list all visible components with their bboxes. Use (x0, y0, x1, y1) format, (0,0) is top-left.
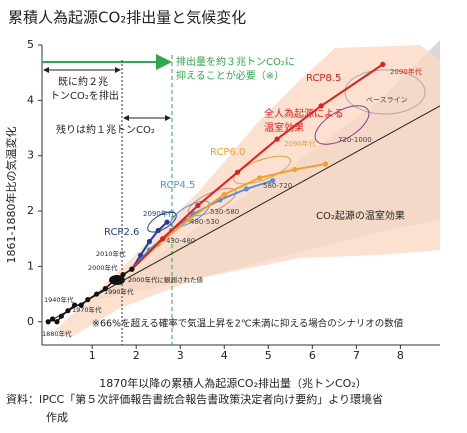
point (54, 319, 60, 325)
annotation: 480-530 (190, 218, 219, 226)
annotation: 720-1000 (338, 136, 372, 144)
point (256, 175, 263, 181)
scenario-ellipse (344, 69, 426, 115)
point (93, 291, 100, 297)
x-tick-label: 8 (397, 349, 404, 362)
annotation: CO₂起源の温室効果 (316, 209, 405, 222)
scenario-ellipse (314, 105, 370, 145)
annotation: 2000年代に観測された値 (128, 275, 204, 284)
point (65, 308, 71, 314)
point (322, 161, 329, 167)
annotation: 1880年代 (42, 329, 72, 338)
source: 作成 (46, 411, 68, 424)
x-axis-title: 1870年以降の累積人為起源CO₂排出量（兆トンCO₂） (99, 376, 367, 390)
point (380, 61, 386, 67)
annotation: 2010年代 (96, 249, 126, 258)
annotation: 2090年代 (284, 139, 316, 148)
annotation: 2090年代 (143, 209, 175, 218)
annotation: 残りは約１兆トンCO₂ (56, 123, 155, 136)
y-tick-label: 0 (27, 315, 34, 328)
series-label: RCP4.5 (160, 180, 195, 191)
point (270, 178, 276, 184)
point (58, 313, 64, 319)
point (155, 227, 161, 234)
source: 資料：IPCC「第５次評価報告書統合報告書政策決定者向け要約」より環境省 (6, 392, 383, 406)
annotation: ※66%を超える確率で気温上昇を2℃未満に抑える場合のシナリオの数値 (92, 318, 404, 330)
series-label: RCP8.5 (306, 73, 341, 84)
x-tick-label: 4 (221, 349, 228, 362)
point (292, 166, 298, 173)
x-tick-label: 3 (177, 349, 184, 362)
y-tick-label: 1 (27, 259, 34, 272)
y-tick-label: 4 (27, 93, 34, 106)
scenario-ellipse (147, 211, 177, 233)
series-label: RCP2.6 (104, 227, 139, 238)
point (243, 186, 249, 192)
point (49, 316, 56, 322)
chart-title: 累積人為起源CO₂排出量と気候変化 (8, 9, 246, 27)
point (111, 277, 117, 283)
annotation: 抑えることが必要（※） (176, 69, 284, 82)
series-label: RCP6.0 (210, 147, 245, 158)
scenario-ellipse (187, 187, 237, 217)
point (160, 236, 166, 242)
point (274, 136, 280, 142)
point (318, 103, 324, 109)
point (45, 319, 51, 325)
point (164, 219, 170, 225)
annotation: 580-720 (263, 182, 292, 190)
annotation: ベースライン (366, 96, 408, 104)
point (78, 302, 84, 308)
y-tick-label: 3 (27, 149, 34, 162)
annotation: 430-480 (166, 237, 195, 245)
annotation: 1990年代 (104, 287, 134, 296)
annotation: 1940年代 (44, 295, 74, 304)
annotation: 530-580 (210, 208, 239, 216)
scenario-ellipse (170, 200, 210, 228)
x-tick-label: 1 (89, 349, 96, 362)
annotation: 2000年代 (88, 263, 118, 272)
y-axis-title: 1861-1880年比の気温変化 (4, 127, 18, 264)
point (85, 297, 91, 303)
point (146, 238, 153, 245)
y-tick-label: 2 (27, 204, 34, 217)
line (47, 105, 441, 323)
point (221, 191, 227, 198)
point (234, 169, 241, 175)
y-tick-label: 5 (27, 38, 34, 51)
point (102, 285, 108, 292)
x-tick-label: 6 (309, 349, 316, 362)
point (129, 266, 135, 272)
point (71, 302, 78, 308)
annotation: トンCO₂を排出 (50, 89, 119, 102)
annotation: 1970年代 (72, 305, 102, 314)
point (195, 202, 201, 209)
x-tick-label: 7 (353, 349, 360, 362)
point (120, 272, 126, 278)
scenario-ellipse (233, 155, 291, 185)
annotation: 温室効果 (264, 121, 304, 134)
point (186, 216, 192, 222)
annotation: 全人為起源による (264, 107, 344, 120)
annotation: 既に約２兆 (58, 75, 108, 88)
x-tick-label: 2 (133, 349, 140, 362)
x-tick-label: 5 (265, 349, 272, 362)
annotation: 2090年代 (390, 67, 422, 76)
annotation: 排出量を約３兆トンCO₂に (176, 55, 295, 68)
